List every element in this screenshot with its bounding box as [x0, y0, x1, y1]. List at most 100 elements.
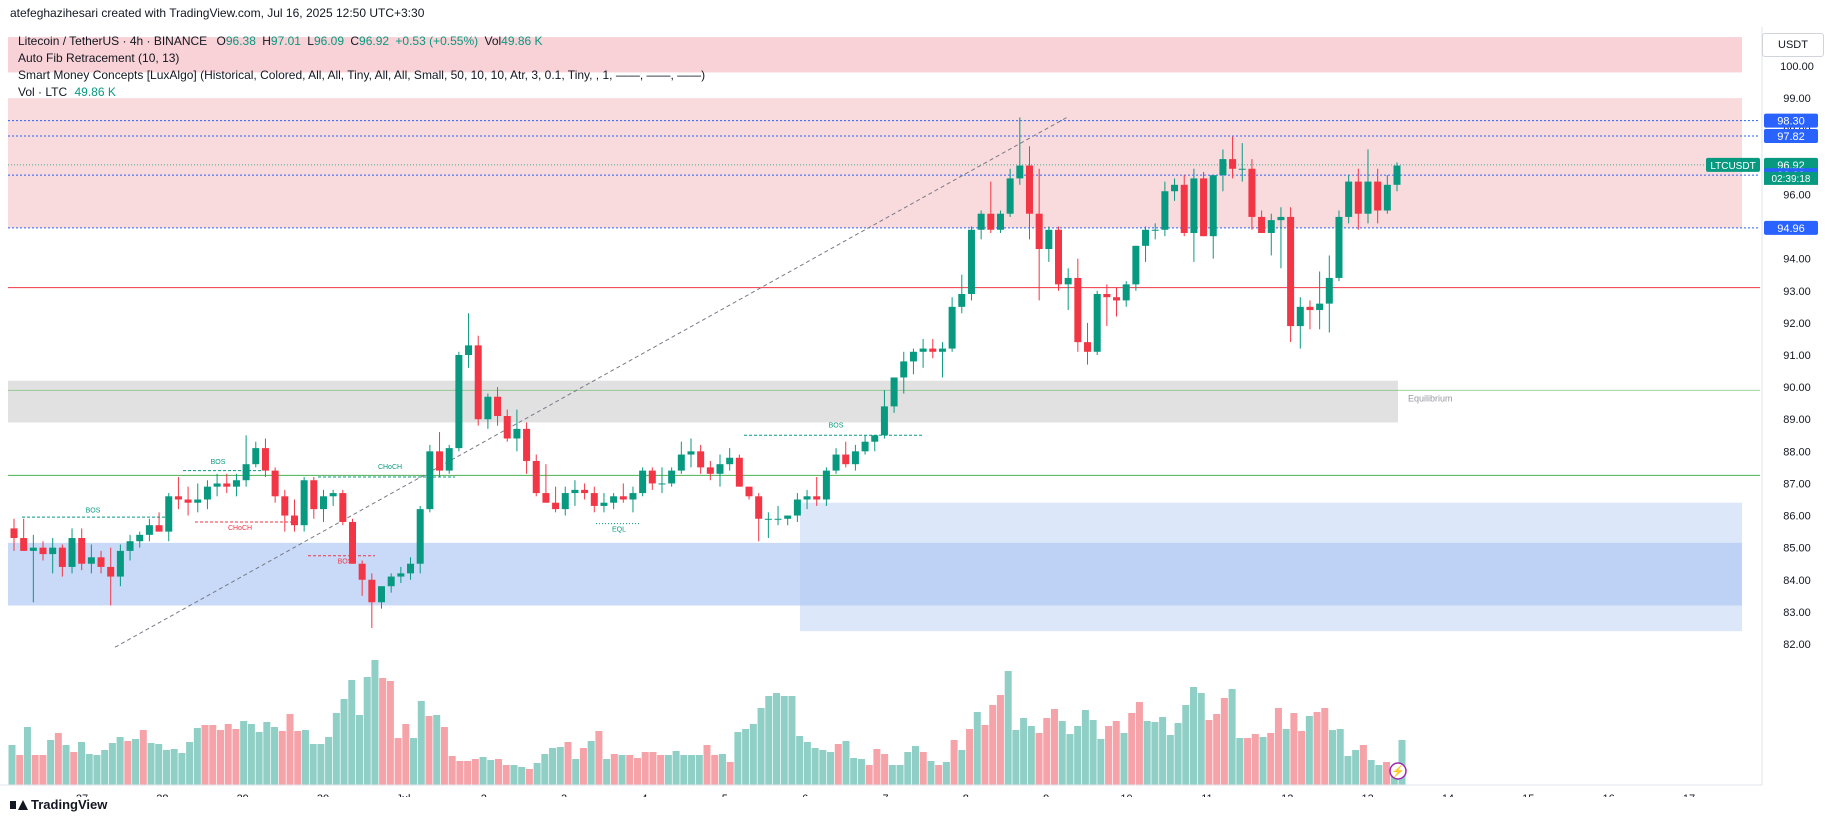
candle-body	[803, 496, 811, 500]
candle-body	[368, 579, 376, 603]
legend-ohlc-row: Litecoin / TetherUS · 4h · BINANCE O96.3…	[18, 33, 705, 50]
candle-body	[252, 448, 260, 465]
candle-body	[290, 515, 298, 526]
volume-bar	[47, 740, 55, 785]
volume-bar	[440, 727, 448, 785]
volume-bar	[186, 742, 194, 785]
volume-bar	[1081, 710, 1089, 785]
candle-body	[387, 576, 395, 587]
countdown-text: 02:39:18	[1772, 174, 1811, 185]
volume-bar	[255, 732, 263, 785]
volume-bar	[54, 733, 62, 785]
candle-body	[1084, 342, 1092, 352]
candle-body	[880, 406, 888, 436]
indicator-volume[interactable]: Vol · LTC 49.86 K	[18, 84, 705, 101]
equilibrium-label: Equilibrium	[1408, 394, 1453, 404]
time-tick-label: 5	[722, 793, 728, 797]
indicator-fib[interactable]: Auto Fib Retracement (10, 13)	[18, 51, 180, 65]
volume-bar	[603, 759, 611, 785]
volume-bar	[93, 755, 101, 785]
time-tick-label: Jul	[396, 793, 410, 797]
candle-body	[29, 547, 37, 551]
price-tick-label: 99.00	[1783, 93, 1811, 105]
candle-body	[813, 496, 821, 500]
price-tick-label: 88.00	[1783, 446, 1811, 458]
volume-bar	[510, 765, 518, 785]
volume-bar	[711, 755, 719, 785]
volume-bar	[1097, 739, 1105, 785]
volume-bar	[788, 696, 796, 785]
candle-body	[1258, 216, 1266, 233]
candle-body	[1142, 229, 1150, 246]
candle-body	[532, 460, 540, 494]
volume-bar	[8, 745, 16, 785]
volume-bar	[1120, 733, 1128, 785]
indicator-smc[interactable]: Smart Money Concepts [LuxAlgo] (Historic…	[18, 68, 706, 82]
candle-body	[223, 483, 231, 487]
candle-body	[58, 547, 66, 567]
structure-label: BOS	[211, 459, 226, 466]
candle-body	[416, 509, 424, 564]
volume-bar	[1336, 729, 1344, 785]
candle-body	[1238, 168, 1246, 170]
volume-bar	[873, 749, 881, 785]
volume-bar	[1182, 705, 1190, 785]
volume-bar	[464, 761, 472, 785]
change-value: +0.53 (+0.55%)	[395, 34, 479, 48]
volume-bar	[1027, 726, 1035, 785]
chart-credit: atefeghazihesari created with TradingVie…	[10, 6, 425, 20]
volume-bar	[425, 716, 433, 785]
volume-label: Vol	[484, 34, 502, 48]
volume-bar	[1305, 716, 1313, 785]
symbol-title[interactable]: Litecoin / TetherUS · 4h · BINANCE	[18, 34, 208, 48]
candle-body	[10, 528, 18, 539]
volume-bar	[966, 729, 974, 785]
volume-bar	[487, 760, 495, 785]
candle-body	[948, 306, 956, 349]
candle-body	[1025, 165, 1033, 214]
volume-bar	[996, 695, 1004, 785]
volume-bar	[1259, 737, 1267, 785]
volume-bar	[124, 741, 132, 785]
chart-area[interactable]: BOS BOS CHoCH CHoCH BOS EQL BOS Equilibrium 82.0…	[0, 27, 1835, 805]
low-label: L	[307, 34, 314, 48]
volume-bar	[1112, 721, 1120, 785]
candle-body	[494, 396, 502, 417]
volume-bar	[263, 722, 271, 785]
volume-bar	[857, 759, 865, 785]
volume-bar	[479, 757, 487, 785]
volume-bar	[618, 755, 626, 785]
chart-legend: Litecoin / TetherUS · 4h · BINANCE O96.3…	[18, 33, 705, 101]
discount-zone	[8, 542, 1742, 606]
candle-body	[203, 486, 211, 500]
tradingview-logo[interactable]: TradingView	[10, 797, 107, 812]
volume-bar	[62, 745, 70, 785]
candle-body	[1161, 191, 1169, 230]
candlestick-chart[interactable]: BOS BOS CHoCH CHoCH BOS EQL BOS Equilibrium 82.0…	[0, 27, 1835, 805]
volume-bar	[1298, 731, 1306, 785]
candle-body	[184, 499, 192, 503]
time-tick-label: 15	[1522, 793, 1534, 797]
candle-body	[1016, 165, 1024, 179]
volume-bar	[386, 681, 394, 785]
volume-bar	[749, 724, 757, 785]
candle-body	[1335, 216, 1343, 278]
candle-body	[310, 480, 318, 510]
volume-bar	[773, 693, 780, 785]
volume-bar	[1190, 687, 1197, 785]
volume-bar	[927, 761, 935, 785]
candle-body	[68, 538, 76, 567]
currency-button[interactable]: USDT	[1762, 33, 1824, 57]
volume-bar	[1020, 718, 1028, 785]
time-tick-label: 16	[1603, 793, 1615, 797]
volume-bar	[170, 749, 178, 785]
candle-body	[1229, 159, 1237, 169]
candle-body	[996, 213, 1004, 230]
candle-body	[639, 470, 647, 494]
price-tick-label: 89.00	[1783, 414, 1811, 426]
volume-bar	[834, 744, 842, 785]
volume-bar	[1367, 760, 1375, 785]
structure-label: CHoCH	[228, 525, 252, 532]
volume-bar	[989, 705, 997, 785]
candle-body	[358, 563, 366, 580]
